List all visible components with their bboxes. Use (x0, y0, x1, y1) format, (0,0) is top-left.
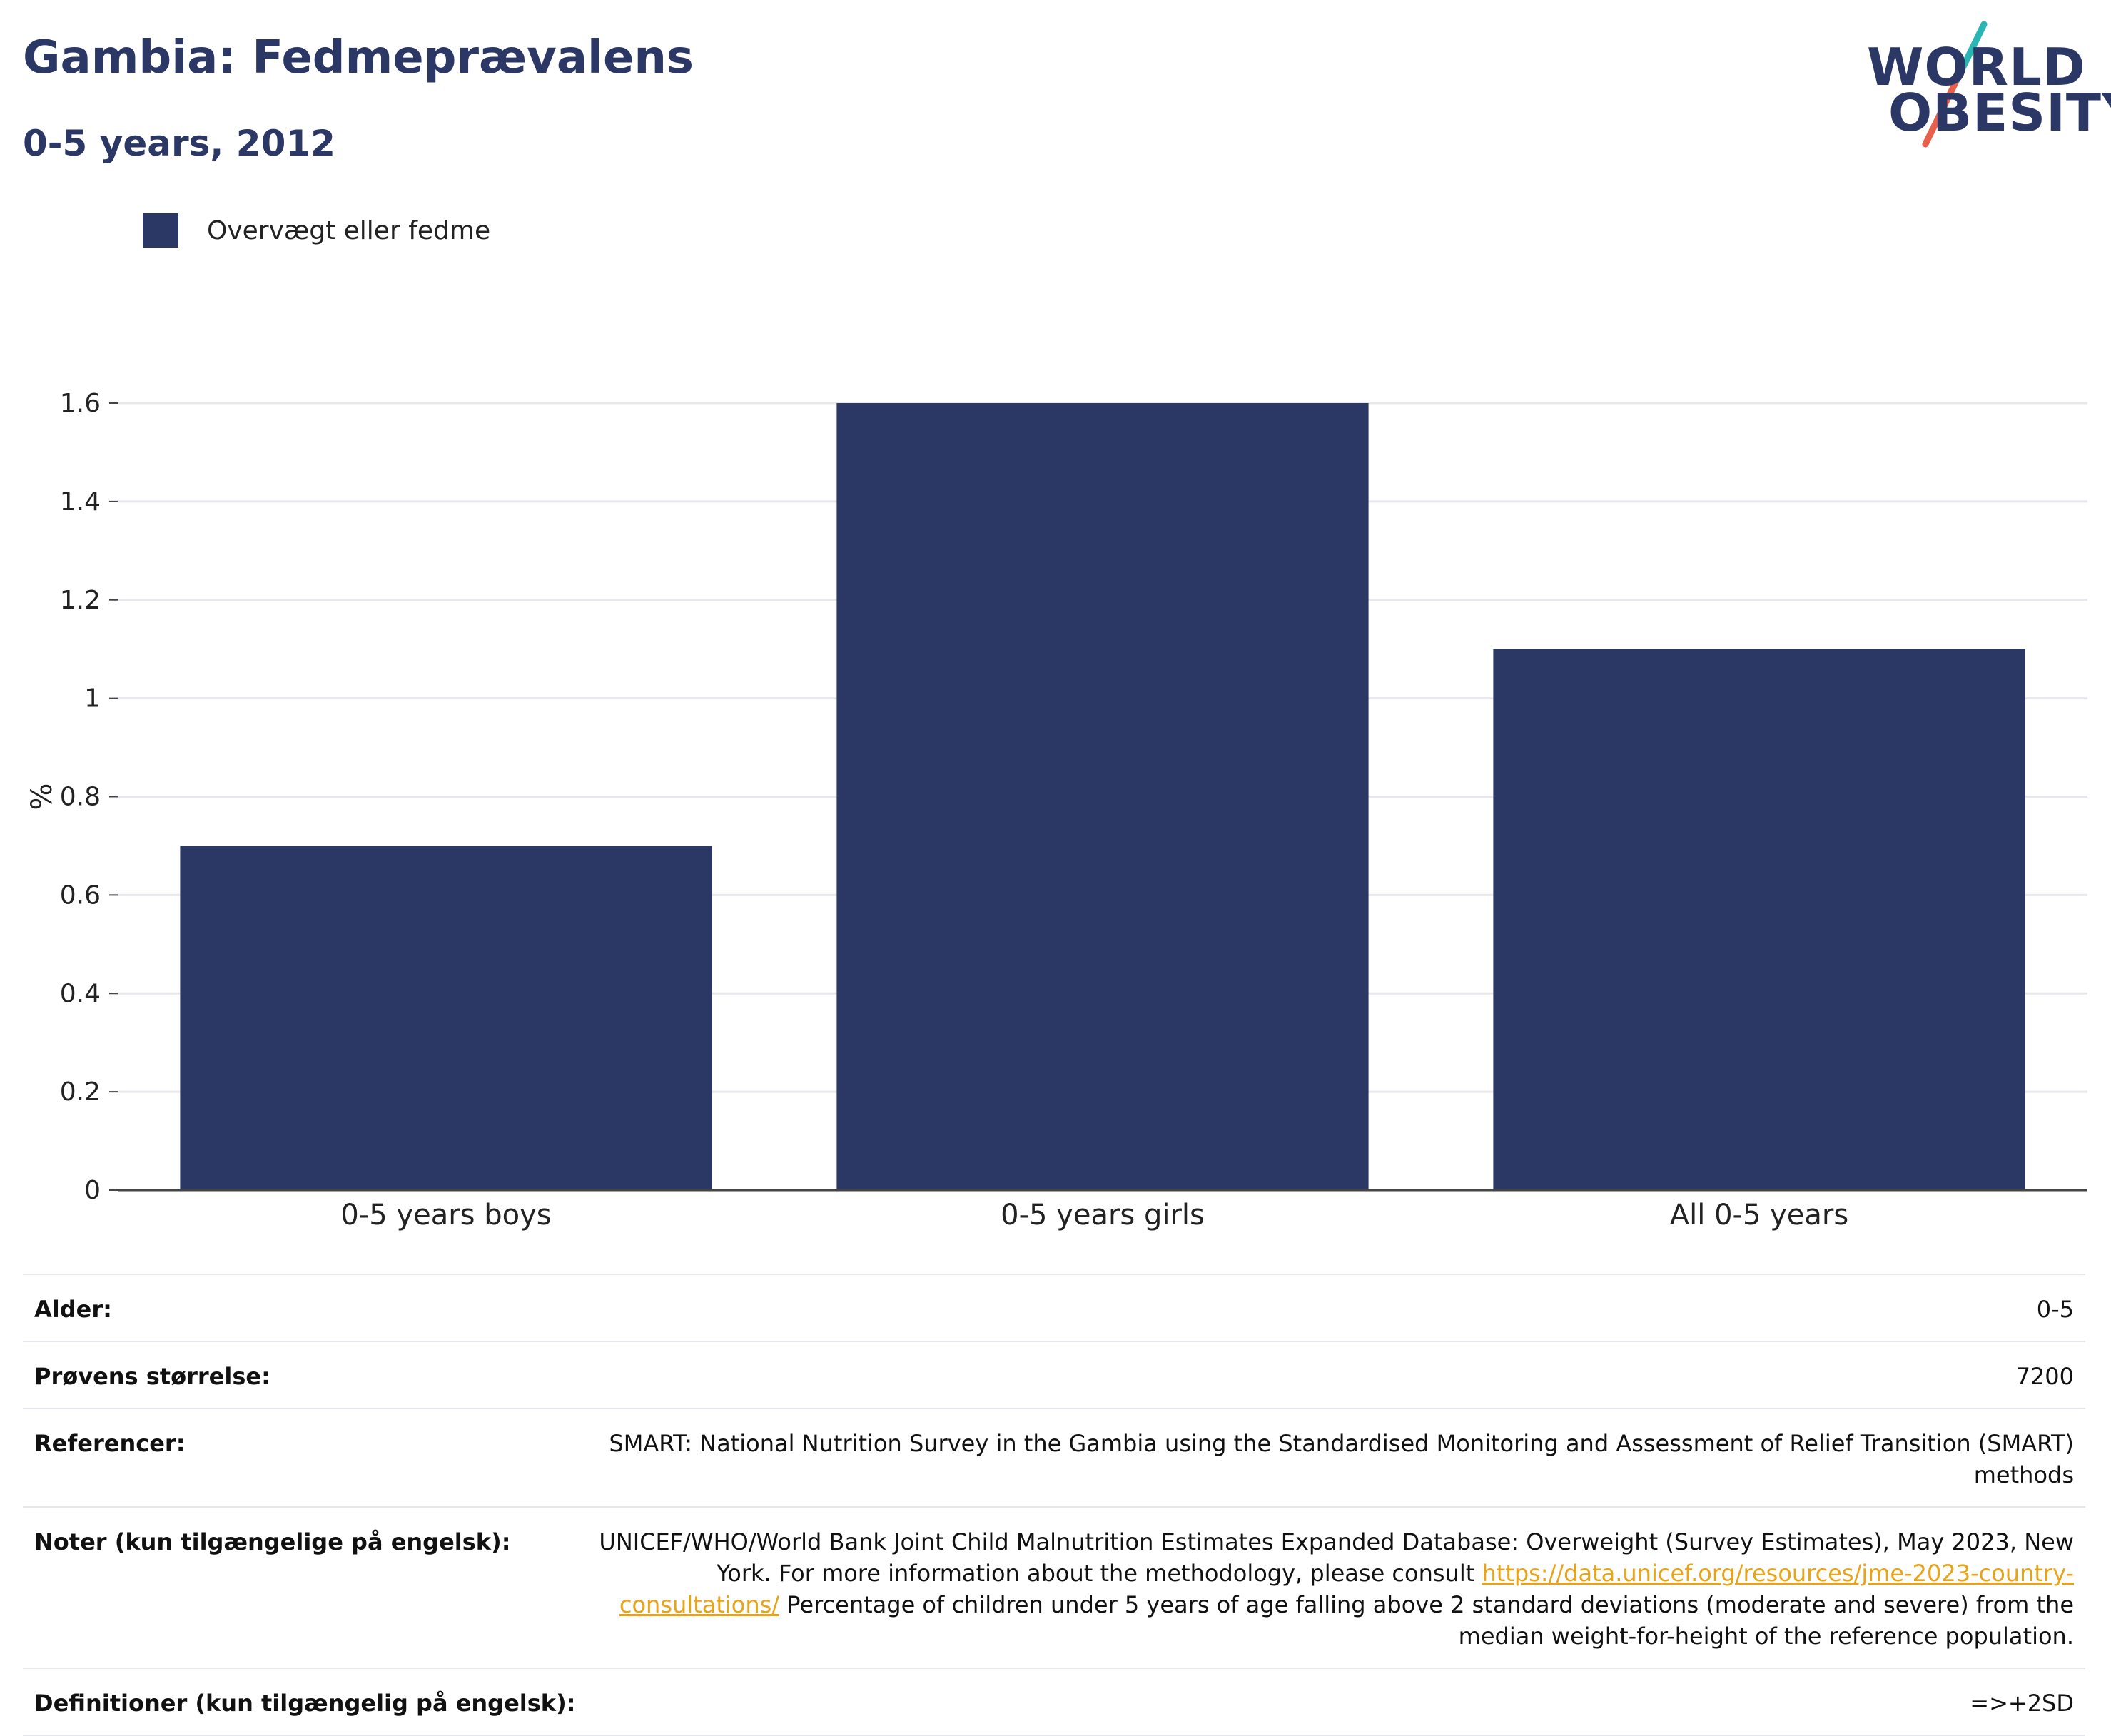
chart-title: Gambia: Fedmeprævalens (23, 31, 694, 84)
notes-text-1: UNICEF/WHO/World Bank Joint Child Malnut… (599, 1528, 2074, 1587)
age-label: Alder: (34, 1296, 112, 1323)
y-tick-label: 0.4 (60, 979, 101, 1008)
world-obesity-logo: WORLD OBESITY (1856, 21, 2111, 150)
y-tick-label: 0.6 (60, 880, 101, 910)
notes-value: UNICEF/WHO/World Bank Joint Child Malnut… (561, 1526, 2074, 1652)
definitions-label: Definitioner (kun tilgængelig på engelsk… (34, 1690, 576, 1717)
metadata-table: Alder: 0-5 Prøvens størrelse: 7200 Refer… (23, 1274, 2085, 1736)
logo-text-obesity: OBESITY (1888, 83, 2111, 143)
meta-row-age: Alder: 0-5 (23, 1274, 2085, 1341)
bar-chart: 0 0.2 0.4 0.6 0.8 1 1.2 1.4 1.6 0-5 years boys 0-5… (26, 389, 2087, 1232)
age-value: 0-5 (2036, 1296, 2074, 1323)
meta-row-notes: Noter (kun tilgængelige på engelsk): UNI… (23, 1506, 2085, 1668)
x-tick-label: All 0-5 years (1670, 1199, 1848, 1232)
y-tick-label: 1.4 (60, 487, 101, 517)
x-tick-label: 0-5 years boys (340, 1199, 551, 1232)
meta-row-sample-size: Prøvens størrelse: 7200 (23, 1341, 2085, 1408)
meta-row-definitions: Definitioner (kun tilgængelig på engelsk… (23, 1668, 2085, 1736)
legend-swatch (143, 213, 178, 248)
bar (1493, 649, 2025, 1190)
y-tick-label: 1.6 (60, 389, 101, 418)
bar (180, 846, 712, 1190)
notes-link[interactable]: https://data.unicef.org/resources/jme-20… (619, 1560, 2074, 1618)
sample-size-label: Prøvens størrelse: (34, 1363, 270, 1390)
y-axis-label: % (26, 783, 59, 810)
notes-text-2: Percentage of children under 5 years of … (779, 1591, 2074, 1650)
bar (836, 403, 1369, 1190)
logo-text-world: WORLD (1867, 37, 2086, 97)
chart-legend[interactable]: Overvægt eller fedme (143, 213, 490, 248)
legend-label: Overvægt eller fedme (207, 215, 491, 245)
references-value: SMART: National Nutrition Survey in the … (609, 1430, 2074, 1488)
definitions-value: =>+2SD (1970, 1690, 2074, 1717)
chart-subtitle: 0-5 years, 2012 (23, 123, 335, 164)
y-tick-label: 0.8 (60, 783, 101, 812)
y-tick-label: 1 (84, 684, 101, 714)
y-tick-label: 1.2 (60, 586, 101, 615)
x-tick-label: 0-5 years girls (1001, 1199, 1205, 1232)
logo-slash-icon (1922, 21, 1988, 148)
y-tick-label: 0.2 (60, 1077, 101, 1107)
meta-row-references: Referencer: SMART: National Nutrition Su… (23, 1408, 2085, 1506)
notes-label: Noter (kun tilgængelige på engelsk): (34, 1528, 511, 1555)
sample-size-value: 7200 (2015, 1363, 2074, 1390)
references-label: Referencer: (34, 1430, 186, 1457)
y-tick-label: 0 (84, 1176, 101, 1205)
